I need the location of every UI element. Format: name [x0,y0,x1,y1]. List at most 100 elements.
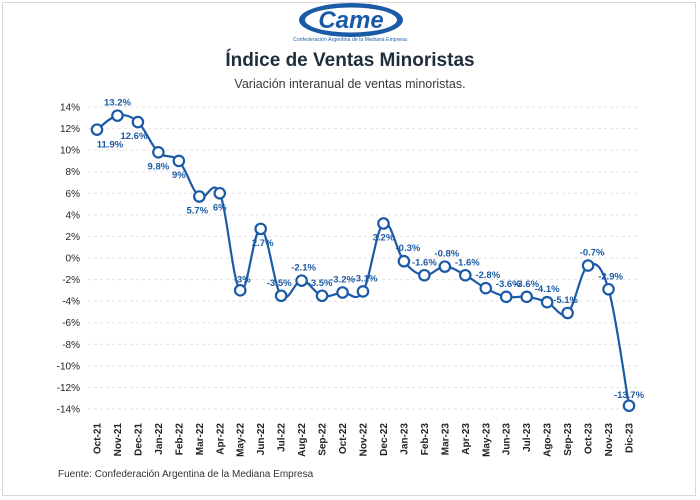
data-point [459,268,472,282]
y-tick-label: -8% [62,340,80,351]
chart-frame [2,2,696,496]
logo-tagline: Confederación Argentina de la Mediana Em… [293,37,407,43]
data-point [622,399,636,413]
x-tick-label: May-22 [236,423,247,457]
data-label: 6% [213,202,227,213]
x-tick-label: Jun-22 [256,423,267,456]
data-label: -4.1% [535,284,560,295]
data-label: -0.7% [580,248,605,259]
data-label: 12.6% [120,131,147,142]
data-point [397,254,411,268]
y-tick-label: -6% [62,318,80,329]
came-logo: Came [299,3,403,37]
x-tick-label: Feb-23 [420,423,431,456]
data-point [111,109,124,122]
x-tick-label: Mar-23 [440,423,451,456]
data-point [520,290,533,304]
x-tick-label: Sep-23 [563,423,574,456]
x-tick-label: Dic-23 [625,423,636,453]
data-label: 9% [172,170,186,181]
data-label: -3.2% [330,275,355,286]
data-label: -13.7% [614,390,645,401]
y-tick-label: 4% [66,210,81,221]
data-label: 9.8% [148,161,170,172]
data-point [90,123,104,136]
data-label: -2.8% [475,270,500,281]
y-tick-label: -2% [62,275,80,286]
data-point [274,289,288,303]
y-tick-label: 2% [66,232,81,243]
data-label: -1.6% [412,257,437,268]
x-tick-label: Dec-21 [133,423,144,456]
data-point [602,282,615,296]
data-point [295,274,308,287]
y-tick-label: 0% [66,254,81,265]
data-point [356,285,370,298]
y-tick-label: 8% [66,167,81,178]
data-point [193,190,206,203]
data-point [438,260,452,273]
data-label: 13.2% [104,98,131,109]
data-label: -3.6% [496,279,521,290]
x-tick-label: Ago-23 [543,423,554,457]
data-point [172,154,186,168]
y-tick-label: 6% [66,189,81,200]
data-point [233,284,247,297]
logo-wordmark: Came [318,7,383,34]
data-label: -3.5% [267,278,292,289]
data-label: -3.6% [514,279,539,290]
data-label: -5.1% [553,295,578,306]
x-tick-label: Jun-23 [502,423,513,456]
x-tick-label: Feb-22 [174,423,185,456]
data-label: -3.1% [353,273,378,284]
data-point [418,268,431,282]
x-tick-label: Dec-22 [379,423,390,456]
x-tick-label: Jan-22 [154,423,165,455]
data-point [377,217,390,230]
x-tick-label: Mar-22 [195,423,206,456]
y-tick-label: -12% [57,383,80,394]
y-tick-label: 12% [60,124,80,135]
data-point [131,115,145,129]
data-point [152,146,165,159]
x-tick-label: Jul-22 [277,423,288,452]
chart-title: Índice de Ventas Minoristas [225,50,475,71]
data-point [336,286,349,299]
x-tick-label: Oct-22 [338,423,349,455]
y-tick-label: 10% [60,146,80,157]
data-label: -1.6% [455,257,480,268]
source-note: Fuente: Confederación Argentina de la Me… [58,469,314,480]
x-tick-label: Oct-23 [584,423,595,455]
data-point [254,222,267,236]
x-tick-label: Nov-23 [604,423,615,457]
data-point [315,289,329,303]
data-label: -2.1% [291,263,316,274]
y-tick-label: -10% [57,361,80,372]
data-point [581,259,595,272]
chart-subtitle: Variación interanual de ventas minorista… [234,77,466,91]
x-tick-label: Nov-22 [359,423,370,457]
data-point [561,306,574,320]
data-label: 5.7% [186,206,208,217]
x-tick-label: Apr-23 [461,423,472,455]
x-tick-label: Aug-22 [297,423,308,457]
y-tick-label: 14% [60,103,80,114]
x-tick-label: Oct-21 [93,423,104,455]
data-point [213,186,227,200]
data-point [540,295,554,309]
x-tick-label: Sep-22 [318,423,329,456]
data-label: -0.8% [434,249,459,260]
data-label: -3% [234,274,251,285]
x-tick-label: Nov-21 [113,423,124,457]
data-label: 11.9% [97,140,124,151]
x-tick-label: May-23 [481,423,492,457]
data-label: -2.9% [598,271,623,282]
data-label: 3.2% [373,232,395,243]
y-tick-label: -4% [62,297,80,308]
y-tick-label: -14% [57,405,80,416]
data-label: -3.5% [308,278,333,289]
data-point [479,281,493,295]
data-point [499,290,513,304]
data-label: 2.7% [252,238,274,249]
